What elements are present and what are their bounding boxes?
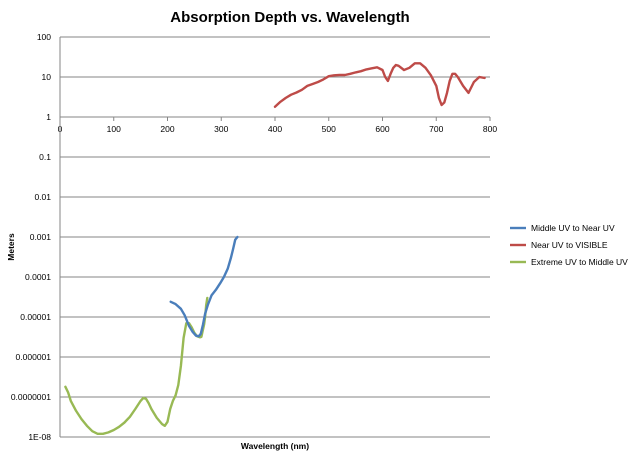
legend-label: Near UV to VISIBLE xyxy=(531,240,608,250)
x-tick-label: 400 xyxy=(268,124,282,134)
series-line xyxy=(169,235,239,338)
series-layer xyxy=(64,62,486,435)
y-tick-label: 0.0001 xyxy=(25,272,51,282)
x-tick-label: 100 xyxy=(107,124,121,134)
series-line xyxy=(273,62,486,109)
x-axis-label: Wavelength (nm) xyxy=(241,441,309,451)
x-tick-label: 600 xyxy=(375,124,389,134)
x-tick-label: 700 xyxy=(429,124,443,134)
y-tick-label: 0.001 xyxy=(30,232,52,242)
y-tick-label: 0.0000001 xyxy=(11,392,51,402)
legend: Middle UV to Near UV Near UV to VISIBLE Ex… xyxy=(510,223,628,267)
legend-label: Middle UV to Near UV xyxy=(531,223,615,233)
y-tick-label: 10 xyxy=(42,72,52,82)
y-tick-label: 0.000001 xyxy=(16,352,52,362)
x-tick-label: 300 xyxy=(214,124,228,134)
chart-title: Absorption Depth vs. Wavelength xyxy=(170,9,409,26)
y-tick-label: 1 xyxy=(46,112,51,122)
y-tick-label: 0.01 xyxy=(34,192,51,202)
grid-lines xyxy=(60,36,490,438)
y-tick-label: 1E-08 xyxy=(28,432,51,442)
y-tick-label: 0.1 xyxy=(39,152,51,162)
legend-label: Extreme UV to Middle UV xyxy=(531,257,628,267)
x-tick-label: 200 xyxy=(160,124,174,134)
y-axis-label: Meters xyxy=(6,233,16,261)
y-axis: 100 10 1 0.1 0.01 0.001 0.0001 0.00001 0.000001 0… xyxy=(11,32,61,442)
x-tick-label: 500 xyxy=(322,124,336,134)
x-axis: 0100200300400500600700800 xyxy=(58,116,497,134)
y-tick-label: 0.00001 xyxy=(20,312,51,322)
y-tick-label: 100 xyxy=(37,32,51,42)
x-tick-label: 800 xyxy=(483,124,497,134)
